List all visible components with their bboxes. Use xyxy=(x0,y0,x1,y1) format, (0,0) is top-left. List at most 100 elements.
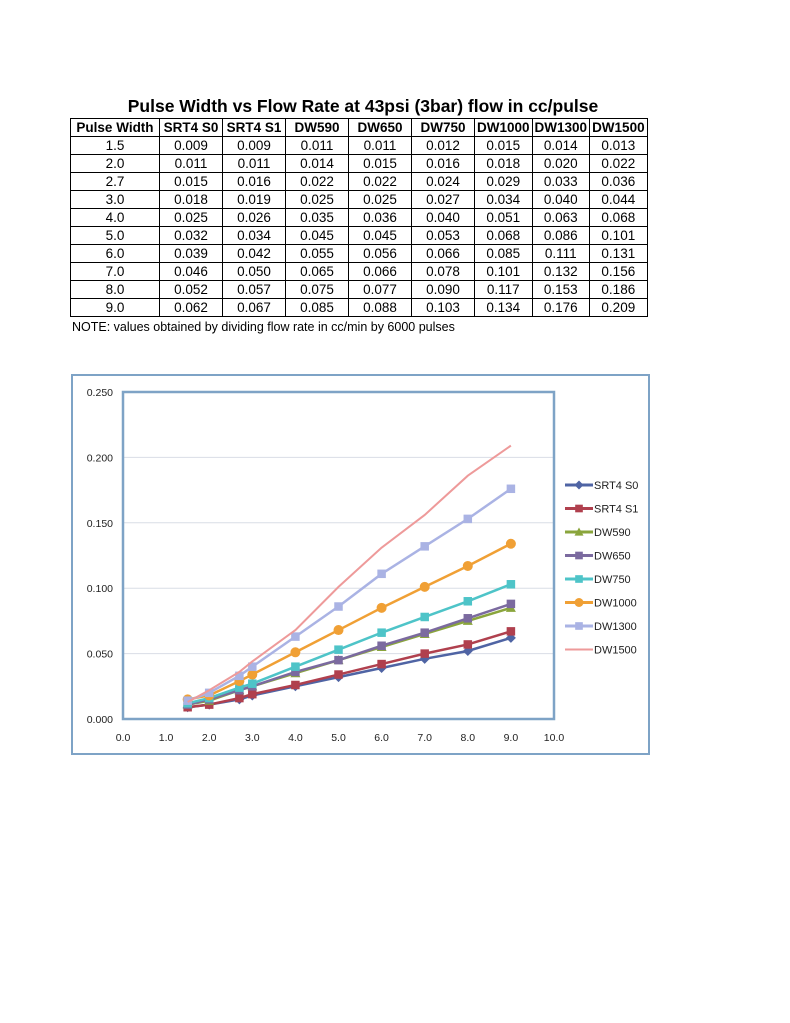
data-point xyxy=(419,581,430,592)
table-cell: 1.5 xyxy=(70,136,160,155)
data-point xyxy=(463,514,473,524)
table-cell: 0.011 xyxy=(222,154,286,173)
table-cell: 0.085 xyxy=(474,244,533,263)
x-tick-label: 2.0 xyxy=(202,732,217,744)
table-cell: 0.012 xyxy=(411,136,475,155)
legend-label: SRT4 S1 xyxy=(594,504,638,516)
table-cell: 0.036 xyxy=(348,208,412,227)
table-cell: 0.022 xyxy=(348,172,412,191)
data-point xyxy=(183,696,192,705)
table-cell: 0.027 xyxy=(411,190,475,209)
table-row: 3.0 0.018 0.019 0.025 0.025 0.027 0.034 0.040 0.… xyxy=(70,190,648,209)
data-point xyxy=(505,538,516,549)
legend-label: DW1300 xyxy=(594,621,637,633)
table-row: 5.0 0.032 0.034 0.045 0.045 0.053 0.068 0.086 0.… xyxy=(70,226,648,245)
table-cell: 5.0 xyxy=(70,226,160,245)
legend-marker xyxy=(574,598,584,607)
series-line-dw650 xyxy=(187,602,512,706)
table-cell: 0.088 xyxy=(348,298,412,317)
table-cell: 0.062 xyxy=(159,298,223,317)
table-cell: 0.026 xyxy=(222,208,286,227)
column-header: SRT4 S1 xyxy=(222,118,286,137)
table-cell: 0.134 xyxy=(474,298,533,317)
column-header: DW750 xyxy=(411,118,475,137)
x-tick-label: 6.0 xyxy=(374,732,389,744)
data-point xyxy=(462,560,473,571)
table-cell: 0.015 xyxy=(348,154,412,173)
table-row: 7.0 0.046 0.050 0.065 0.066 0.078 0.101 0.132 0.… xyxy=(70,262,648,281)
table-cell: 6.0 xyxy=(70,244,160,263)
data-point xyxy=(463,597,473,606)
table-row: 4.0 0.025 0.026 0.035 0.036 0.040 0.051 0.063 0.… xyxy=(70,208,648,227)
table-cell: 0.016 xyxy=(222,172,286,191)
table-cell: 0.078 xyxy=(411,262,475,281)
table-cell: 0.103 xyxy=(411,298,475,317)
data-point xyxy=(506,484,516,494)
data-point xyxy=(506,599,516,609)
data-point xyxy=(334,655,343,665)
table-cell: 0.022 xyxy=(285,172,349,191)
table-cell: 0.046 xyxy=(159,262,223,281)
table-cell: 0.009 xyxy=(159,136,223,155)
data-point xyxy=(291,680,300,690)
table-cell: 0.186 xyxy=(589,280,648,299)
series-line-dw1300 xyxy=(187,487,512,702)
table-cell: 0.011 xyxy=(285,136,349,155)
legend-marker xyxy=(574,527,584,536)
x-tick-label: 5.0 xyxy=(331,732,346,744)
table-cell: 0.018 xyxy=(159,190,223,209)
table-cell: 0.011 xyxy=(159,154,223,173)
legend-label: SRT4 S0 xyxy=(594,480,638,492)
table-cell: 0.101 xyxy=(474,262,533,281)
table-cell: 0.045 xyxy=(348,226,412,245)
table-cell: 0.019 xyxy=(222,190,286,209)
table-cell: 0.034 xyxy=(222,226,286,245)
data-point xyxy=(377,641,386,651)
data-point xyxy=(334,645,343,654)
legend-marker xyxy=(575,622,583,630)
table-row: 2.0 0.011 0.011 0.014 0.015 0.016 0.018 0.020 0.… xyxy=(70,154,648,173)
series-line-dw1500 xyxy=(187,444,512,703)
table-row: 1.5 0.009 0.009 0.011 0.011 0.012 0.015 0.014 0.… xyxy=(70,136,648,155)
column-header: Pulse Width xyxy=(70,118,160,137)
table-cell: 9.0 xyxy=(70,298,160,317)
table-row: 6.0 0.039 0.042 0.055 0.056 0.066 0.085 0.111 0.… xyxy=(70,244,648,263)
y-tick-label: 0.250 xyxy=(87,387,113,399)
column-header: DW590 xyxy=(285,118,349,137)
x-tick-label: 0.0 xyxy=(116,732,131,744)
table-cell: 0.050 xyxy=(222,262,286,281)
column-header: DW1300 xyxy=(531,118,591,137)
chart-container: 0.000 0.050 0.100 0.150 0.200 0.250 0.0 1.0 2.0 3… xyxy=(71,374,650,755)
table-cell: 2.0 xyxy=(70,154,160,173)
table-cell: 0.090 xyxy=(411,280,475,299)
table-cell: 0.117 xyxy=(474,280,533,299)
table-cell: 0.052 xyxy=(159,280,223,299)
table-cell: 0.040 xyxy=(411,208,475,227)
table-cell: 0.111 xyxy=(531,244,591,263)
y-tick-label: 0.150 xyxy=(87,518,113,530)
data-point xyxy=(235,683,244,692)
table-cell: 0.024 xyxy=(411,172,475,191)
data-point xyxy=(247,669,258,680)
table-cell: 0.015 xyxy=(159,172,223,191)
data-point xyxy=(463,614,473,623)
table-title: Pulse Width vs Flow Rate at 43psi (3bar)… xyxy=(127,96,599,116)
table-cell: 0.022 xyxy=(589,154,648,173)
table-cell: 0.015 xyxy=(474,136,533,155)
data-point xyxy=(248,662,257,671)
legend-label: DW590 xyxy=(594,527,631,539)
legend-label: DW750 xyxy=(594,574,631,586)
table-cell: 0.036 xyxy=(589,172,648,191)
data-point xyxy=(420,628,429,637)
data-point xyxy=(291,632,300,641)
legend-label: DW1500 xyxy=(594,645,637,657)
table-cell: 0.066 xyxy=(348,262,412,281)
data-point xyxy=(248,689,257,699)
table-cell: 0.042 xyxy=(222,244,286,263)
legend-marker xyxy=(575,504,583,513)
table-cell: 0.085 xyxy=(285,298,349,317)
data-point xyxy=(377,569,386,579)
x-tick-label: 4.0 xyxy=(288,732,303,744)
table-cell: 0.044 xyxy=(589,190,648,209)
table-cell: 0.013 xyxy=(589,136,648,155)
